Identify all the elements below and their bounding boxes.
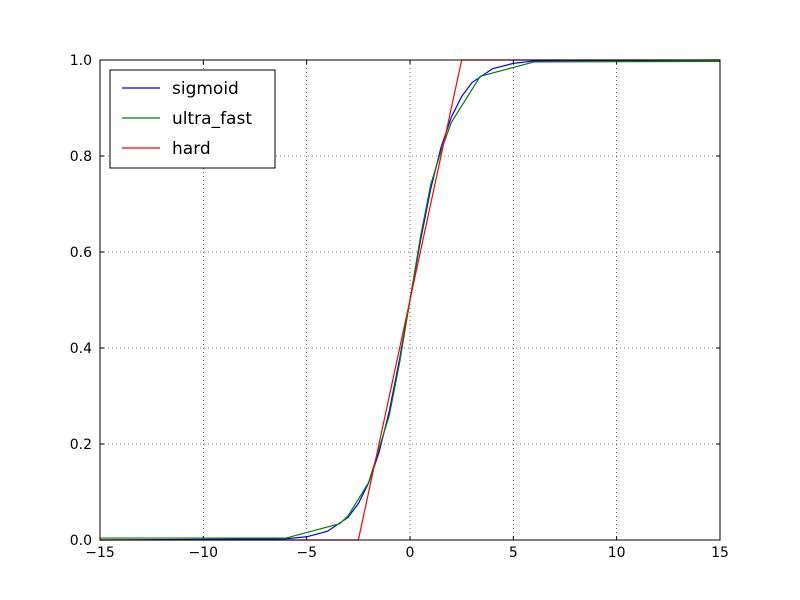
x-tick-label: −10 [189,545,219,561]
legend-label: ultra_fast [172,109,252,129]
x-tick-label: 15 [711,545,729,561]
x-tick-label: −5 [296,545,317,561]
x-tick-label: 0 [406,545,415,561]
y-tick-label: 0.0 [70,533,92,549]
y-tick-label: 0.6 [70,245,92,261]
legend-label: sigmoid [172,79,239,99]
y-tick-label: 0.8 [70,149,92,165]
y-tick-label: 0.4 [70,341,92,357]
x-tick-label: 10 [608,545,626,561]
legend-box [109,69,276,169]
y-tick-label: 0.2 [70,437,92,453]
y-tick-label: 1.0 [70,53,92,69]
plot-frame [99,59,721,541]
x-tick-label: −15 [85,545,115,561]
legend-label: hard [172,139,211,159]
x-tick-label: 5 [509,545,518,561]
